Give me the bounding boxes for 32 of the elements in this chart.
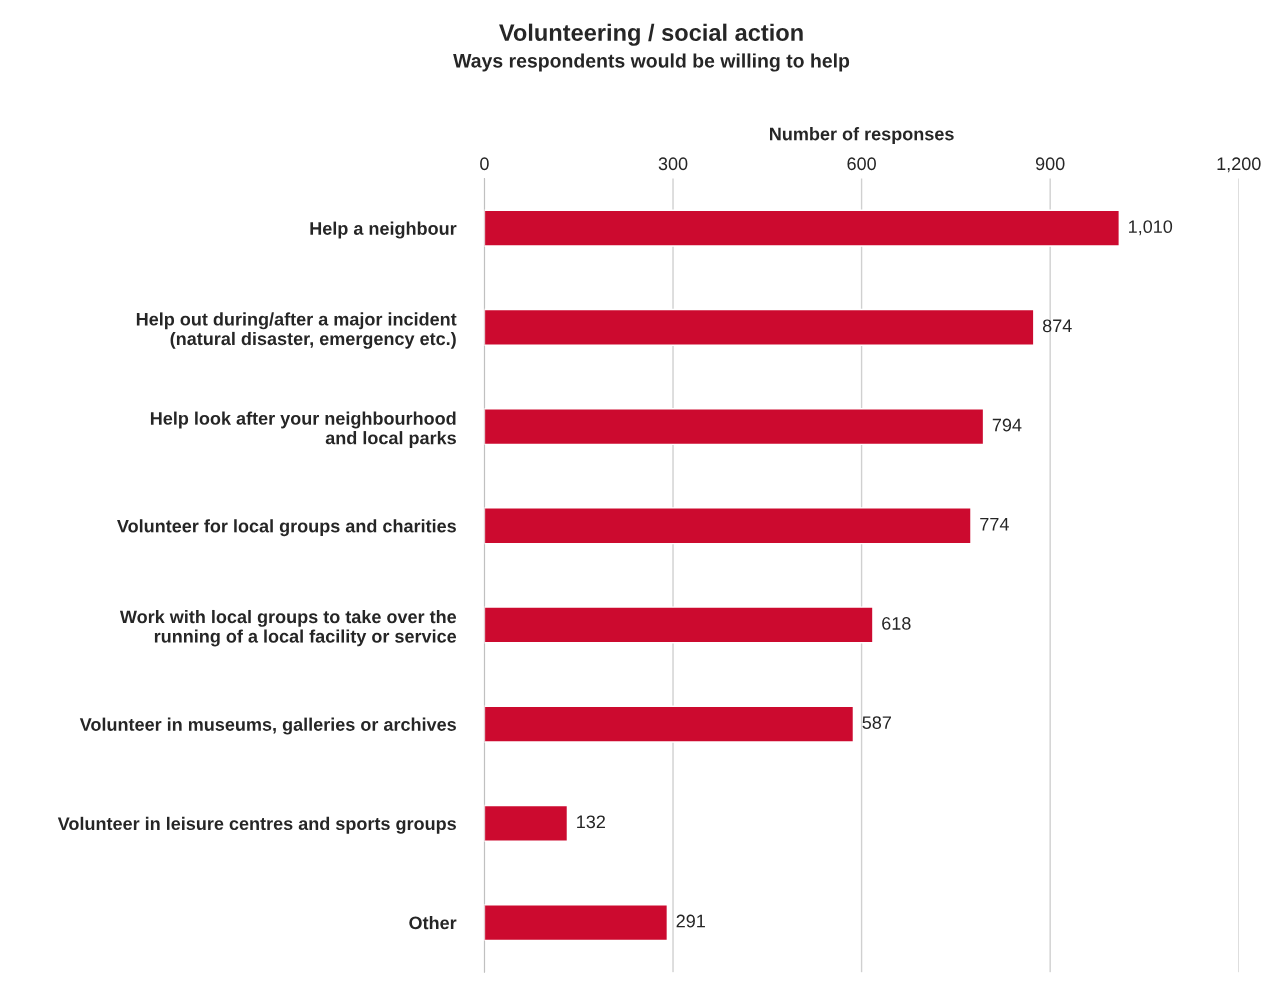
x-axis-title: Number of responses (770, 127, 954, 144)
bar (484, 606, 874, 644)
data-label: 618 (882, 617, 911, 630)
y-tick-label: Other (409, 916, 457, 930)
data-label: 874 (1042, 319, 1072, 333)
bar (484, 408, 985, 446)
data-label: 132 (577, 815, 605, 829)
data-label: 794 (992, 418, 1022, 432)
chart-title: Volunteering / social action (499, 23, 803, 46)
data-label: 291 (676, 914, 705, 928)
bar (484, 804, 569, 842)
bar (484, 904, 669, 942)
x-tick-label: 0 (480, 157, 489, 171)
y-tick-label: Work with local groups to take over the running of a local facility or service (119, 609, 457, 647)
data-label: 1,010 (1129, 220, 1173, 236)
y-tick-label: Help look after your neighbourhood and local parks (150, 411, 456, 448)
x-tick-label: 900 (1035, 157, 1065, 171)
data-label: 587 (862, 716, 891, 730)
data-label: 774 (980, 518, 1009, 531)
y-tick-label: Volunteer for local groups and charities (117, 519, 456, 537)
y-tick-label: Help a neighbour (310, 221, 457, 239)
bar (484, 209, 1121, 247)
y-tick-label: Volunteer in leisure centres and sports groups (57, 816, 456, 834)
bar (484, 705, 855, 743)
bar (484, 507, 972, 545)
y-tick-label: Help out during/after a major incident (natural disaster, emergency etc.) (136, 312, 457, 349)
chart-subtitle: Ways respondents would be willing to help (453, 53, 850, 72)
x-tick-label: 1,200 (1217, 157, 1261, 173)
bar (484, 308, 1035, 346)
y-tick-label: Volunteer in museums, galleries or archives (79, 717, 456, 735)
x-tick-label: 600 (847, 157, 876, 171)
x-tick-label: 300 (658, 157, 688, 171)
